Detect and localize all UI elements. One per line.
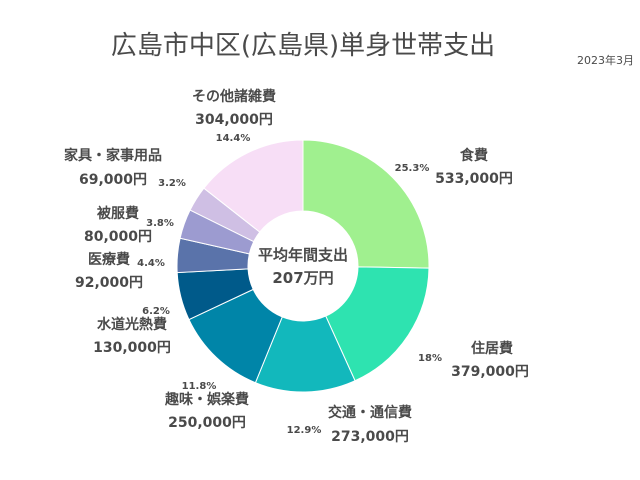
slice-amount-6: 92,000円 — [75, 275, 143, 291]
donut-hole — [248, 211, 358, 321]
slice-percent-1: 25.3% — [395, 163, 430, 174]
slice-label-8: 家具・家事用品 — [64, 147, 162, 164]
slice-label-2: 住居費 — [471, 340, 513, 357]
slice-percent-6: 4.4% — [137, 258, 165, 269]
slice-label-1: 食費 — [460, 147, 488, 164]
slice-percent-5: 6.2% — [142, 306, 170, 317]
center-label-value: 207万円 — [272, 269, 333, 287]
slice-amount-1: 533,000円 — [435, 171, 513, 187]
slice-amount-9: 304,000円 — [195, 112, 273, 128]
slice-percent-7: 3.8% — [146, 218, 174, 229]
slice-label-7: 被服費 — [97, 205, 139, 222]
slice-percent-2: 18% — [418, 353, 442, 364]
slice-percent-4: 11.8% — [182, 381, 217, 392]
slice-amount-3: 273,000円 — [331, 429, 409, 445]
slice-percent-9: 14.4% — [216, 133, 251, 144]
donut-slices — [176, 139, 430, 393]
slice-amount-2: 379,000円 — [451, 364, 529, 380]
slice-labels: 食費 533,000円 25.3% 住居費 379,000円 18% 交通・通信費 273,0… — [64, 88, 529, 445]
center-label-title: 平均年間支出 — [258, 246, 348, 264]
chart-subtitle: 2023年3月 — [577, 53, 634, 67]
slice-label-6: 医療費 — [88, 251, 130, 268]
slice-amount-8: 69,000円 — [79, 172, 147, 188]
slice-label-5: 水道光熱費 — [97, 316, 167, 333]
slice-label-3: 交通・通信費 — [328, 404, 412, 421]
slice-label-9: その他諸雑費 — [192, 88, 276, 105]
slice-percent-8: 3.2% — [158, 178, 186, 189]
slice-amount-7: 80,000円 — [84, 229, 152, 245]
chart-title: 広島市中区(広島県)単身世帯支出 — [111, 31, 495, 61]
slice-amount-5: 130,000円 — [93, 340, 171, 356]
slice-percent-3: 12.9% — [287, 425, 322, 436]
slice-label-4: 趣味・娯楽費 — [164, 391, 249, 408]
slice-amount-4: 250,000円 — [168, 415, 246, 431]
